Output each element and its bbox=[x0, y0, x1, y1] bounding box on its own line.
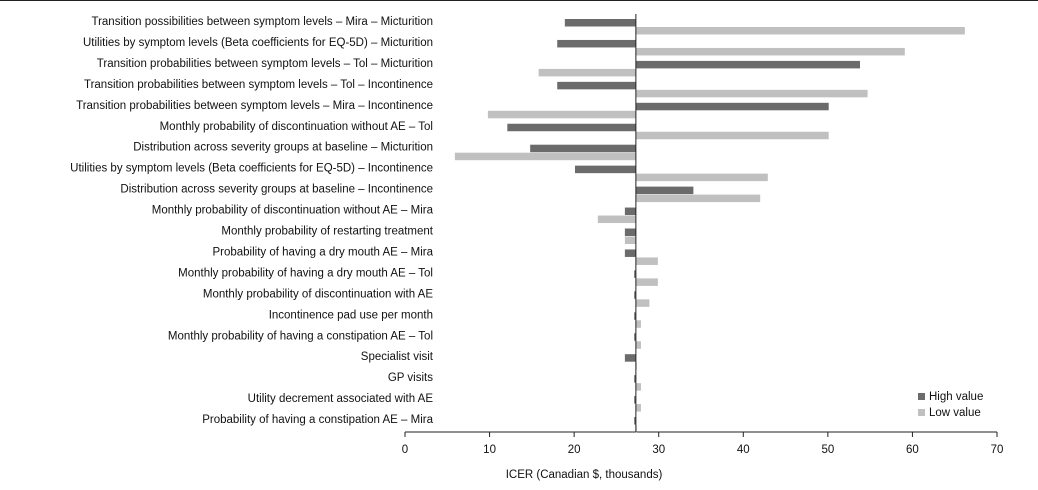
bar bbox=[634, 396, 636, 404]
category-label: Distribution across severity groups at b… bbox=[120, 184, 433, 196]
bar bbox=[574, 165, 636, 174]
category-label: Probability of having a constipation AE … bbox=[202, 414, 433, 426]
bar bbox=[635, 299, 650, 307]
x-tick-label: 60 bbox=[906, 444, 919, 456]
x-axis-title: ICER (Canadian $, thousands) bbox=[506, 469, 663, 481]
x-tick-label: 50 bbox=[821, 444, 834, 456]
category-label: Incontinence pad use per month bbox=[269, 309, 433, 321]
bar bbox=[634, 312, 636, 320]
x-tick-label: 20 bbox=[568, 444, 581, 456]
legend-swatch bbox=[918, 393, 925, 400]
category-label: Probability of having a dry mouth AE – M… bbox=[212, 246, 433, 258]
bar bbox=[624, 354, 636, 362]
category-label: Distribution across severity groups at b… bbox=[133, 142, 433, 154]
x-tick-label: 30 bbox=[652, 444, 665, 456]
category-label: Monthly probability of discontinuation w… bbox=[203, 288, 433, 300]
bar bbox=[454, 152, 636, 161]
bar bbox=[635, 89, 868, 98]
legend-label: High value bbox=[929, 391, 983, 403]
bar bbox=[635, 102, 829, 111]
category-label: Transition probabilities between symptom… bbox=[76, 100, 433, 112]
bar bbox=[635, 383, 641, 391]
bar bbox=[635, 341, 641, 349]
bar bbox=[635, 278, 658, 286]
legend-swatch bbox=[918, 409, 925, 416]
x-tick-label: 0 bbox=[402, 444, 408, 456]
bar bbox=[634, 333, 636, 341]
bar bbox=[557, 39, 636, 48]
category-label: Monthly probability of discontinuation w… bbox=[152, 205, 434, 217]
bar bbox=[635, 27, 965, 35]
bar bbox=[635, 60, 860, 69]
bar bbox=[597, 215, 636, 224]
bar bbox=[635, 257, 658, 265]
bar bbox=[634, 291, 636, 299]
category-label: Specialist visit bbox=[361, 351, 434, 363]
bar bbox=[634, 417, 636, 425]
bar bbox=[530, 144, 636, 153]
bar bbox=[557, 81, 636, 90]
category-label: GP visits bbox=[388, 372, 433, 384]
bar bbox=[624, 207, 636, 216]
x-tick-label: 40 bbox=[737, 444, 750, 456]
category-label: Monthly probability of discontinuation w… bbox=[160, 121, 433, 133]
category-label: Transition possibilities between symptom… bbox=[91, 16, 433, 28]
category-label: Transition probabilities between symptom… bbox=[97, 58, 433, 70]
bar bbox=[635, 131, 829, 140]
bar bbox=[635, 186, 694, 195]
legend-label: Low value bbox=[929, 407, 981, 419]
category-label: Transition probabilities between symptom… bbox=[84, 79, 433, 91]
category-label: Monthly probability of having a constipa… bbox=[168, 330, 433, 342]
category-label: Utilities by symptom levels (Beta coeffi… bbox=[83, 37, 433, 49]
bar bbox=[507, 123, 636, 132]
x-tick-label: 70 bbox=[991, 444, 1004, 456]
bar bbox=[564, 19, 636, 27]
category-label: Monthly probability of having a dry mout… bbox=[178, 267, 433, 279]
bar bbox=[635, 404, 641, 412]
bar bbox=[635, 320, 641, 328]
bar bbox=[634, 270, 636, 278]
category-label: Utility decrement associated with AE bbox=[248, 393, 434, 405]
bar bbox=[635, 173, 768, 182]
bar bbox=[624, 236, 636, 244]
bar bbox=[624, 228, 636, 236]
x-tick-label: 10 bbox=[483, 444, 496, 456]
bar bbox=[538, 68, 636, 77]
category-label: Utilities by symptom levels (Beta coeffi… bbox=[70, 163, 433, 175]
bar bbox=[624, 249, 636, 257]
bar bbox=[635, 194, 761, 203]
category-label: Monthly probability of restarting treatm… bbox=[221, 226, 433, 238]
bar bbox=[634, 375, 636, 383]
bar bbox=[635, 47, 905, 56]
bar bbox=[487, 110, 636, 119]
